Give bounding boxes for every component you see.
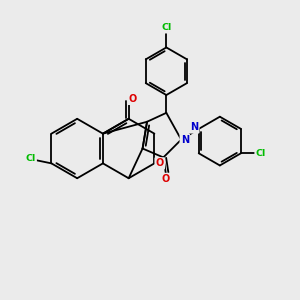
Text: Cl: Cl [256,149,266,158]
Text: O: O [162,174,170,184]
Text: N: N [190,122,198,132]
Text: Cl: Cl [26,154,36,163]
Text: N: N [181,135,189,145]
Text: O: O [128,94,136,104]
Text: O: O [156,158,164,168]
Text: Cl: Cl [161,23,172,32]
